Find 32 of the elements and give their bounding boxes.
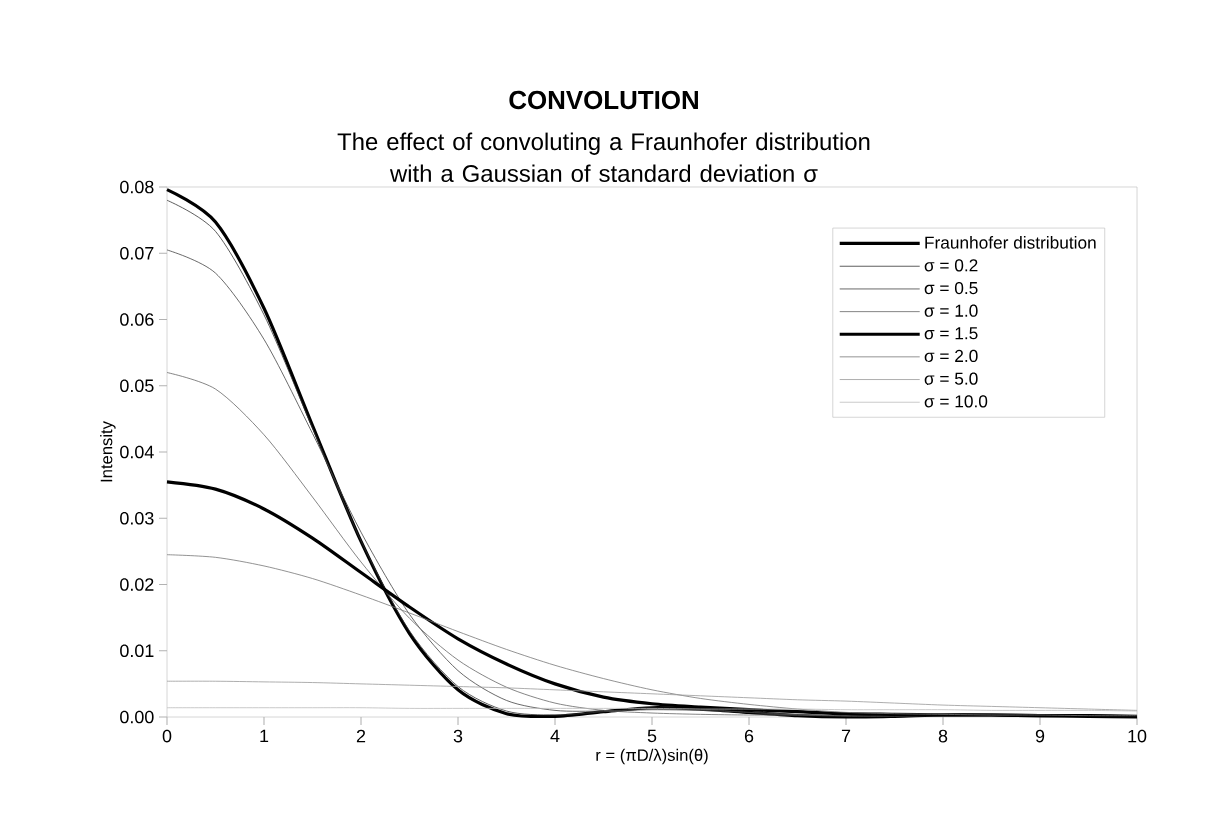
legend-label: σ = 2.0 — [924, 349, 978, 363]
y-tick-label: 0.02 — [120, 578, 154, 591]
legend-label: σ = 0.2 — [924, 259, 978, 272]
x-tick-label: 9 — [1035, 729, 1045, 743]
y-tick-label: 0.03 — [120, 511, 154, 525]
y-tick-label: 0.08 — [120, 180, 154, 194]
y-tick-label: 0.05 — [120, 379, 154, 393]
chart-subtitle: The effect of convoluting a Fraunhofer distribution with a Gaussian of standard deviation σ — [337, 132, 870, 183]
legend-label: σ = 1.0 — [924, 304, 978, 317]
legend-label: σ = 0.5 — [924, 281, 978, 295]
x-tick-label: 3 — [453, 729, 463, 743]
y-tick-label: 0.00 — [120, 710, 154, 724]
x-tick-label: 1 — [260, 729, 269, 743]
y-tick-label: 0.04 — [120, 445, 154, 459]
y-axis-title: Intensity — [100, 421, 116, 482]
legend-label: σ = 5.0 — [924, 372, 978, 385]
x-tick-label: 7 — [841, 729, 851, 743]
x-tick-label: 10 — [1128, 729, 1147, 743]
legend-label: σ = 1.5 — [924, 327, 978, 340]
x-tick-label: 0 — [162, 729, 172, 743]
x-tick-label: 2 — [356, 729, 366, 743]
x-axis-title: r = (πD/λ)sin(θ) — [596, 748, 708, 765]
legend-label: σ = 10.0 — [924, 395, 988, 408]
x-tick-label: 8 — [938, 729, 948, 743]
y-tick-label: 0.07 — [120, 246, 154, 260]
x-tick-label: 4 — [550, 729, 560, 743]
legend-label: Fraunhofer distribution — [925, 236, 1096, 249]
x-tick-label: 5 — [647, 729, 657, 743]
chart-title: CONVOLUTION — [509, 90, 698, 110]
x-tick-label: 6 — [744, 729, 754, 743]
y-tick-label: 0.06 — [120, 313, 154, 326]
y-tick-label: 0.01 — [120, 644, 154, 658]
